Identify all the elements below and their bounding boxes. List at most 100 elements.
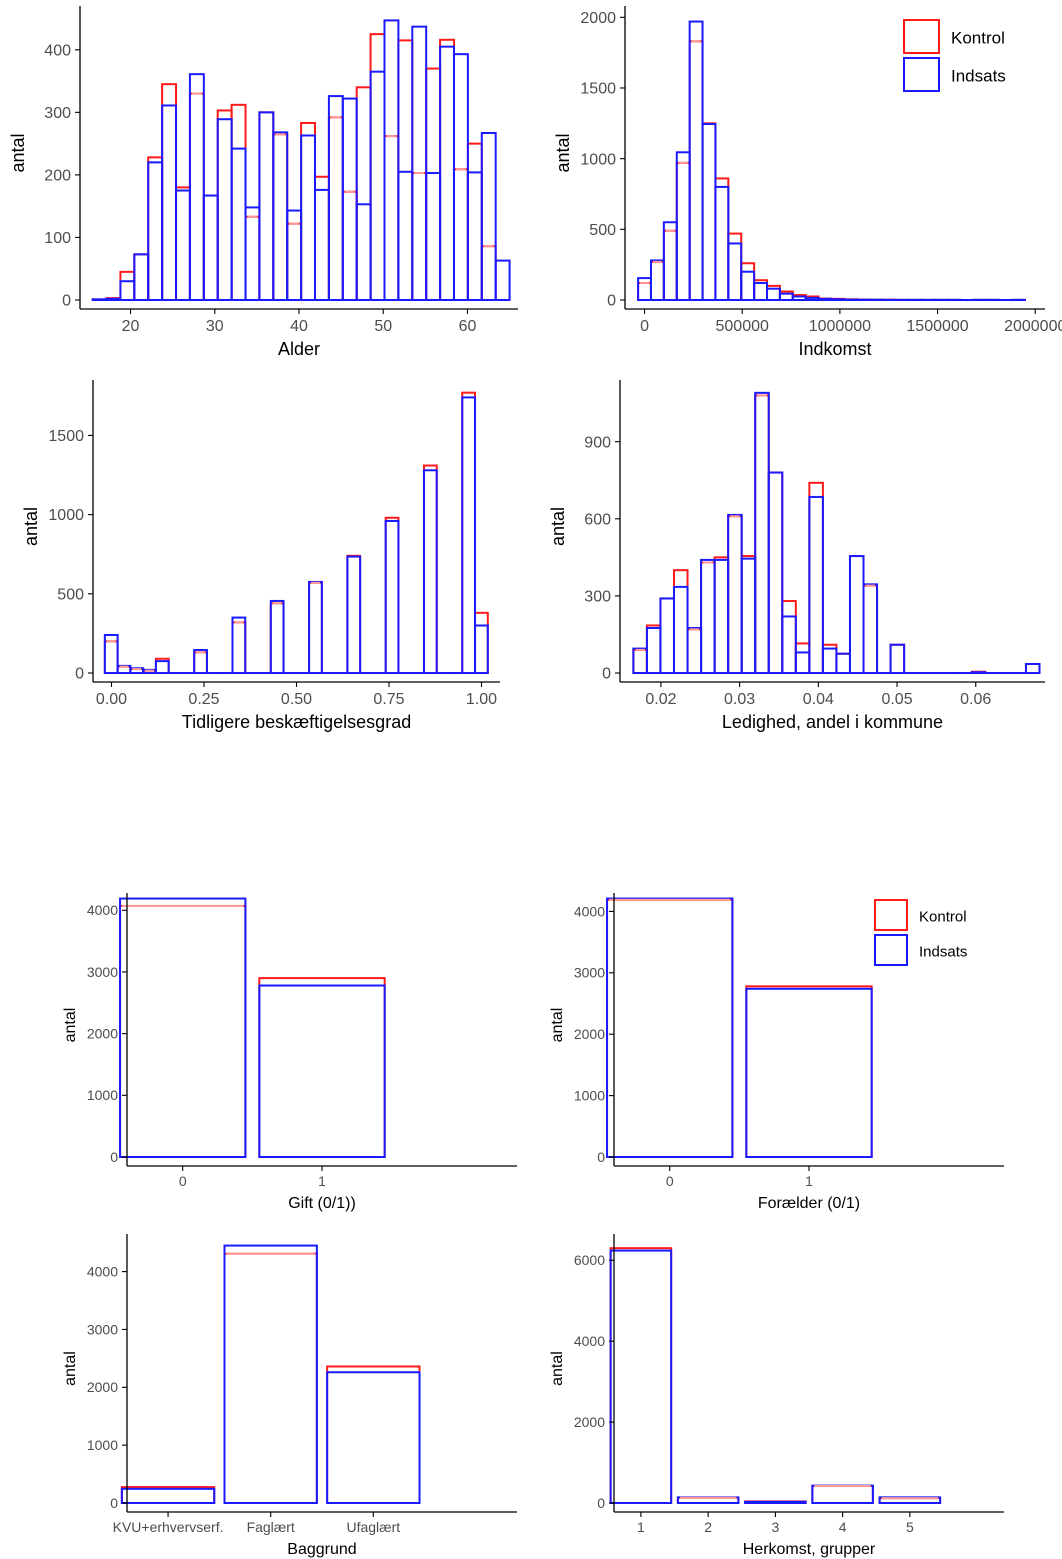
y-tick-label: 1500 — [48, 428, 84, 445]
bar-kontrol-16 — [300, 121, 317, 301]
bar-indsats-30 — [1024, 663, 1041, 674]
y-tick-label: 900 — [584, 434, 611, 451]
y-tick-label: 0 — [110, 1149, 118, 1165]
x-axis-title: Baggrund — [287, 1541, 356, 1558]
x-tick-label: 1.00 — [466, 691, 497, 708]
x-axis-title: Alder — [278, 339, 320, 359]
x-tick-label: 50 — [374, 318, 392, 335]
bar-indsats-15 — [817, 297, 833, 301]
x-tick-label: 0.75 — [373, 691, 404, 708]
chart-panel-6: 0 1000 2000 3000 4000 0 1 Forælder (0/1) antal Ko… — [549, 893, 1004, 1212]
x-tick-label: 20 — [122, 318, 140, 335]
bar-kontrol-2 — [745, 985, 873, 1158]
bar-kontrol-12 — [244, 215, 261, 301]
y-tick-label: 3000 — [574, 965, 605, 981]
bar-indsats-20 — [355, 203, 372, 301]
bar-indsats-26 — [970, 671, 987, 674]
y-axis-title: antal — [553, 133, 573, 172]
y-axis-title: antal — [21, 507, 41, 546]
bar-indsats-10 — [753, 282, 769, 302]
y-tick-label: 4000 — [574, 903, 605, 919]
y-tick-label: 2000 — [87, 1379, 118, 1395]
bar-indsats-1 — [606, 897, 734, 1159]
bar-kontrol-24 — [411, 172, 428, 302]
y-tick-label: 4000 — [87, 1264, 118, 1280]
bar-kontrol-1 — [609, 1247, 673, 1505]
bar-kontrol-19 — [341, 190, 358, 301]
x-tick-label: KVU+erhvervserf. — [113, 1519, 224, 1535]
bar-indsats-13 — [794, 651, 811, 675]
bar-indsats-9 — [740, 557, 757, 675]
legend-key-indsats — [874, 934, 908, 966]
legend-key-indsats — [903, 57, 940, 92]
x-tick-label: 40 — [290, 318, 308, 335]
x-tick-label: 0.50 — [281, 691, 312, 708]
bar-kontrol-29 — [461, 391, 477, 674]
bar-kontrol-20 — [355, 86, 372, 301]
x-axis-title: Herkomst, grupper — [743, 1541, 876, 1558]
bar-kontrol-1 — [119, 904, 247, 1159]
y-tick-label: 6000 — [574, 1252, 605, 1268]
bar-indsats-3 — [744, 1500, 807, 1505]
y-tick-label: 0 — [607, 293, 616, 310]
bar-indsats-20 — [889, 643, 906, 674]
bar-indsats-12 — [244, 206, 261, 301]
x-tick-label: 0.02 — [645, 691, 676, 708]
bar-kontrol-3 — [326, 1365, 421, 1504]
bar-kontrol-26 — [439, 38, 455, 301]
y-tick-label: 1000 — [574, 1088, 605, 1104]
chart-panel-4: 0 300 600 900 0.02 0.03 0.04 0.05 0.06 Ledighed, … — [548, 380, 1045, 732]
y-tick-label: 0 — [110, 1495, 118, 1511]
x-tick-label: 2000000 — [1004, 318, 1062, 335]
bar-kontrol-1 — [632, 648, 648, 674]
bar-indsats-27 — [452, 53, 469, 301]
bar-kontrol-4 — [133, 253, 150, 301]
y-tick-label: 4000 — [574, 1333, 605, 1349]
bar-kontrol-23 — [384, 516, 400, 674]
y-axis-title: antal — [62, 1008, 79, 1043]
bar-kontrol-29 — [480, 245, 497, 301]
bar-indsats-11 — [766, 287, 781, 302]
bar-indsats-3 — [662, 221, 678, 301]
bar-indsats-17 — [308, 580, 323, 674]
bar-kontrol-3 — [659, 597, 675, 675]
bar-kontrol-30 — [474, 611, 489, 675]
y-tick-label: 4000 — [87, 902, 118, 918]
bar-indsats-1 — [637, 277, 652, 301]
bar-kontrol-12 — [781, 600, 797, 674]
y-tick-label: 100 — [44, 230, 71, 247]
x-tick-label: 0 — [179, 1173, 187, 1189]
x-tick-label: 60 — [459, 318, 477, 335]
bar-kontrol-30 — [1024, 663, 1041, 674]
bar-indsats-8 — [727, 513, 743, 674]
bar-kontrol-7 — [713, 556, 730, 675]
x-tick-label: 0.03 — [724, 691, 755, 708]
bar-indsats-2 — [223, 1244, 318, 1504]
bar-indsats-14 — [272, 131, 289, 301]
bar-indsats-16 — [300, 134, 317, 301]
y-axis-title: antal — [549, 1008, 566, 1043]
bar-kontrol-17 — [308, 581, 323, 674]
x-tick-label: 1000000 — [809, 318, 871, 335]
x-axis-title: Tidligere beskæftigelsesgrad — [182, 712, 411, 732]
y-axis-title: antal — [62, 1351, 79, 1386]
bar-kontrol-14 — [808, 481, 824, 674]
bar-indsats-25 — [425, 172, 442, 302]
x-tick-label: 0 — [666, 1173, 674, 1189]
bar-indsats-30 — [494, 259, 511, 301]
bar-kontrol-26 — [422, 464, 438, 674]
x-tick-label: 1 — [318, 1173, 326, 1189]
bar-kontrol-11 — [231, 621, 247, 675]
x-tick-label: 0.25 — [188, 691, 219, 708]
bar-indsats-6 — [701, 123, 717, 301]
y-tick-label: 3000 — [87, 964, 118, 980]
bar-indsats-1 — [119, 897, 247, 1158]
legend: Kontrol Indsats — [874, 899, 967, 966]
bar-indsats-11 — [231, 616, 247, 675]
bar-indsats-6 — [161, 104, 178, 301]
bar-indsats-11 — [230, 147, 247, 301]
y-tick-label: 500 — [57, 586, 84, 603]
y-tick-label: 200 — [44, 167, 71, 184]
y-tick-label: 0 — [62, 293, 71, 310]
bar-indsats-4 — [811, 1484, 874, 1504]
